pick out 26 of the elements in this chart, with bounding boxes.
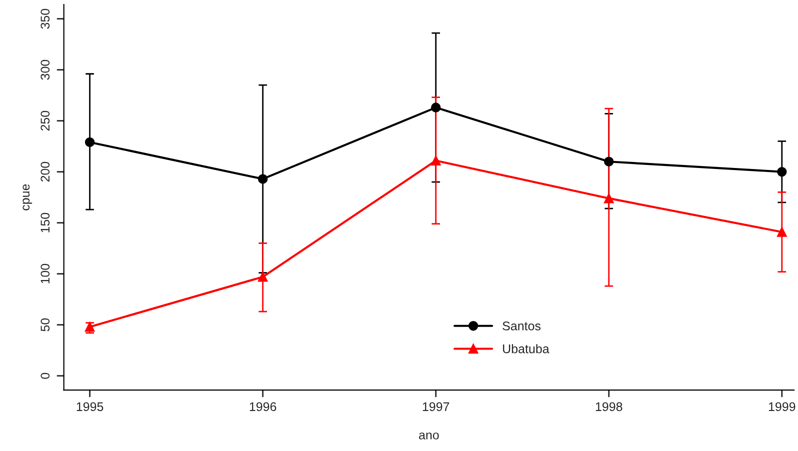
x-tick-label: 1998 [596,402,622,412]
point [430,156,441,166]
point [258,272,268,282]
x-tick-label: 1997 [422,402,450,412]
legend-label: Santos [502,322,541,330]
point [258,174,268,184]
legend-label: Ubatuba [503,344,550,354]
x-tick-label: 1999 [768,402,796,412]
point [604,193,614,204]
y-tick-label: 0 [40,372,50,379]
y-tick-label: 250 [40,110,50,131]
y-tick-label: 350 [40,8,50,29]
y-axis-title: cpue [22,184,32,210]
y-tick-label: 100 [40,264,50,284]
point [777,227,787,237]
y-tick-label: 50 [40,318,50,332]
point [777,166,787,177]
point [604,156,614,166]
point [84,137,95,148]
y-tick-label: 200 [40,162,50,182]
x-tick-label: 1995 [76,402,104,412]
y-tick-label: 300 [40,60,50,80]
x-tick-label: 1996 [250,402,276,412]
x-axis-title: ano [419,432,439,440]
y-tick-label: 150 [40,212,50,232]
point [430,102,441,112]
